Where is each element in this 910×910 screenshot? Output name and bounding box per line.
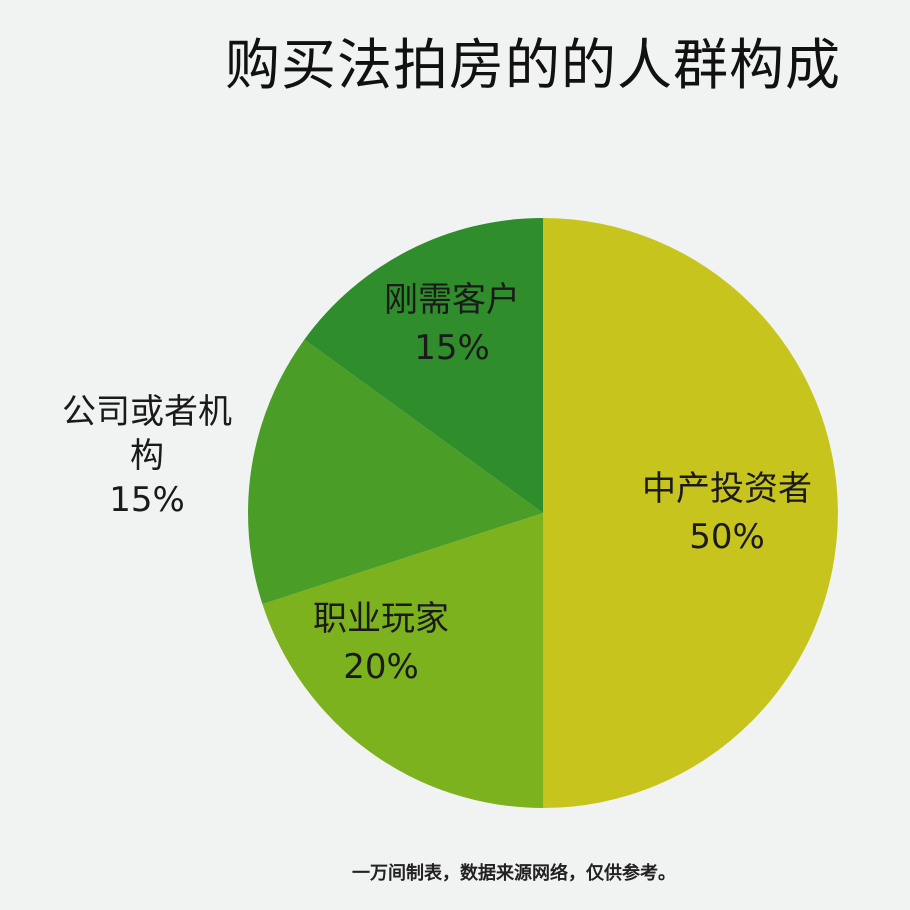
pie-slice-pro-player <box>262 513 543 808</box>
slice-label-company-line2: 构 <box>130 436 164 476</box>
slice-label-mid-investor: 中产投资者 <box>642 469 812 509</box>
slice-label-company-line1: 公司或者机 <box>62 392 232 432</box>
pie-slice-rigid-demand <box>304 218 543 513</box>
slice-label-rigid-demand: 刚需客户 <box>384 280 520 320</box>
pie-slice-mid-investor <box>543 218 838 808</box>
slice-value-rigid-demand: 15% <box>414 328 490 368</box>
chart-title: 购买法拍房的的人群构成 <box>225 33 842 97</box>
slice-label-pro-player: 职业玩家 <box>313 599 449 639</box>
slice-value-mid-investor: 50% <box>689 517 765 557</box>
pie-slice-company <box>248 339 543 605</box>
slice-value-pro-player: 20% <box>343 647 419 687</box>
slice-value-company: 15% <box>109 480 185 520</box>
slice-label-company: 公司或者机 构 15% <box>22 390 272 522</box>
source-footnote: 一万间制表，数据来源网络，仅供参考。 <box>352 863 676 884</box>
